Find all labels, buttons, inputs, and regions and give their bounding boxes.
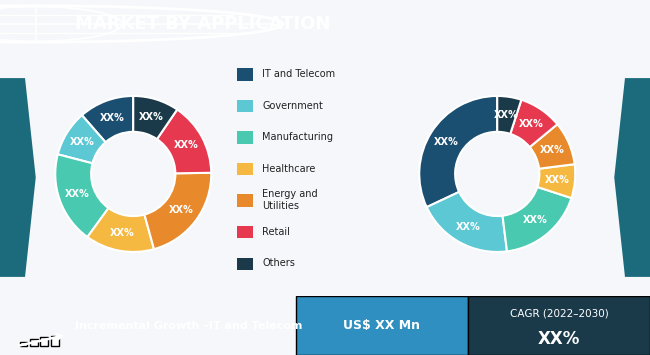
Text: Others: Others — [262, 258, 295, 268]
Wedge shape — [87, 208, 154, 252]
Text: XX%: XX% — [110, 228, 135, 238]
Bar — [237, 257, 253, 270]
Text: IT and Telecom: IT and Telecom — [262, 69, 335, 79]
Text: XX%: XX% — [64, 189, 89, 199]
Polygon shape — [0, 78, 36, 277]
Text: Government: Government — [262, 100, 323, 110]
Wedge shape — [497, 96, 521, 134]
Wedge shape — [133, 96, 177, 139]
Wedge shape — [426, 192, 507, 252]
FancyBboxPatch shape — [20, 342, 27, 346]
Text: Manufacturing: Manufacturing — [262, 132, 333, 142]
Wedge shape — [530, 124, 575, 169]
Text: MARKET SHARE - 2022: MARKET SHARE - 2022 — [14, 120, 22, 235]
Bar — [237, 131, 253, 144]
FancyBboxPatch shape — [40, 337, 48, 346]
Text: XX%: XX% — [494, 110, 519, 120]
Text: MARKET BY APPLICATION: MARKET BY APPLICATION — [75, 15, 330, 33]
Text: XX%: XX% — [519, 119, 543, 129]
Text: MARKET SHARE - 2030: MARKET SHARE - 2030 — [628, 120, 636, 235]
Bar — [237, 163, 253, 175]
Text: XX%: XX% — [138, 111, 163, 121]
Text: Healthcare: Healthcare — [262, 164, 316, 174]
Text: CAGR (2022–2030): CAGR (2022–2030) — [510, 309, 608, 319]
Text: XX%: XX% — [538, 329, 580, 348]
Text: XX%: XX% — [169, 205, 194, 215]
Bar — [237, 100, 253, 112]
Wedge shape — [510, 100, 557, 147]
Text: Retail: Retail — [262, 226, 290, 237]
Wedge shape — [82, 96, 133, 142]
Wedge shape — [538, 164, 575, 198]
Text: XX%: XX% — [434, 137, 459, 147]
Text: XX%: XX% — [523, 215, 548, 225]
FancyBboxPatch shape — [296, 296, 468, 355]
Bar — [237, 195, 253, 207]
Wedge shape — [55, 154, 109, 237]
FancyBboxPatch shape — [30, 339, 38, 346]
Bar — [237, 68, 253, 81]
Wedge shape — [157, 109, 211, 173]
Text: US$ XX Mn: US$ XX Mn — [343, 319, 421, 332]
Text: Incremental Growth –IT and Telecom: Incremental Growth –IT and Telecom — [75, 321, 302, 331]
Wedge shape — [419, 96, 497, 207]
Bar — [237, 226, 253, 239]
FancyBboxPatch shape — [468, 296, 650, 355]
FancyBboxPatch shape — [51, 336, 58, 346]
Text: XX%: XX% — [540, 145, 565, 155]
Text: XX%: XX% — [70, 137, 94, 147]
Wedge shape — [58, 115, 105, 163]
Text: XX%: XX% — [456, 222, 481, 231]
Text: XX%: XX% — [174, 141, 198, 151]
Text: Energy and
Utilities: Energy and Utilities — [262, 189, 318, 211]
Polygon shape — [614, 78, 650, 277]
Wedge shape — [144, 173, 211, 249]
Text: XX%: XX% — [545, 175, 569, 185]
Wedge shape — [502, 187, 571, 251]
Text: XX%: XX% — [99, 113, 125, 123]
